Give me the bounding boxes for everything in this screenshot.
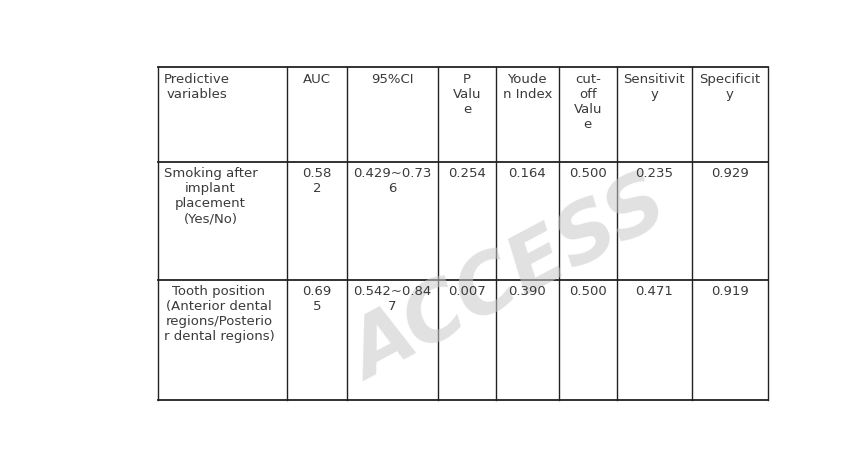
- Text: 0.500: 0.500: [569, 168, 607, 180]
- Text: 0.929: 0.929: [711, 168, 749, 180]
- Text: AUC: AUC: [303, 73, 331, 86]
- Text: 0.429~0.73
6: 0.429~0.73 6: [353, 168, 432, 196]
- Text: 0.254: 0.254: [448, 168, 486, 180]
- Text: Sensitivit
y: Sensitivit y: [624, 73, 685, 101]
- Text: 0.007: 0.007: [448, 285, 486, 298]
- Text: 0.69
5: 0.69 5: [302, 285, 332, 313]
- Text: 0.164: 0.164: [509, 168, 546, 180]
- Text: Smoking after
implant
placement
(Yes/No): Smoking after implant placement (Yes/No): [163, 168, 257, 225]
- Text: ACCESS: ACCESS: [339, 166, 681, 397]
- Text: 95%CI: 95%CI: [372, 73, 414, 86]
- Text: 0.235: 0.235: [635, 168, 673, 180]
- Text: Youde
n Index: Youde n Index: [503, 73, 552, 101]
- Text: Specificit
y: Specificit y: [699, 73, 760, 101]
- Text: Tooth position
(Anterior dental
regions/Posterio
r dental regions): Tooth position (Anterior dental regions/…: [163, 285, 275, 343]
- Text: cut-
off
Valu
e: cut- off Valu e: [574, 73, 602, 131]
- Text: 0.919: 0.919: [711, 285, 749, 298]
- Text: 0.58
2: 0.58 2: [302, 168, 332, 196]
- Text: 0.500: 0.500: [569, 285, 607, 298]
- Text: 0.390: 0.390: [509, 285, 546, 298]
- Text: 0.471: 0.471: [635, 285, 673, 298]
- Text: Predictive
variables: Predictive variables: [163, 73, 230, 101]
- Text: 0.542~0.84
7: 0.542~0.84 7: [353, 285, 432, 313]
- Text: P
Valu
e: P Valu e: [453, 73, 481, 116]
